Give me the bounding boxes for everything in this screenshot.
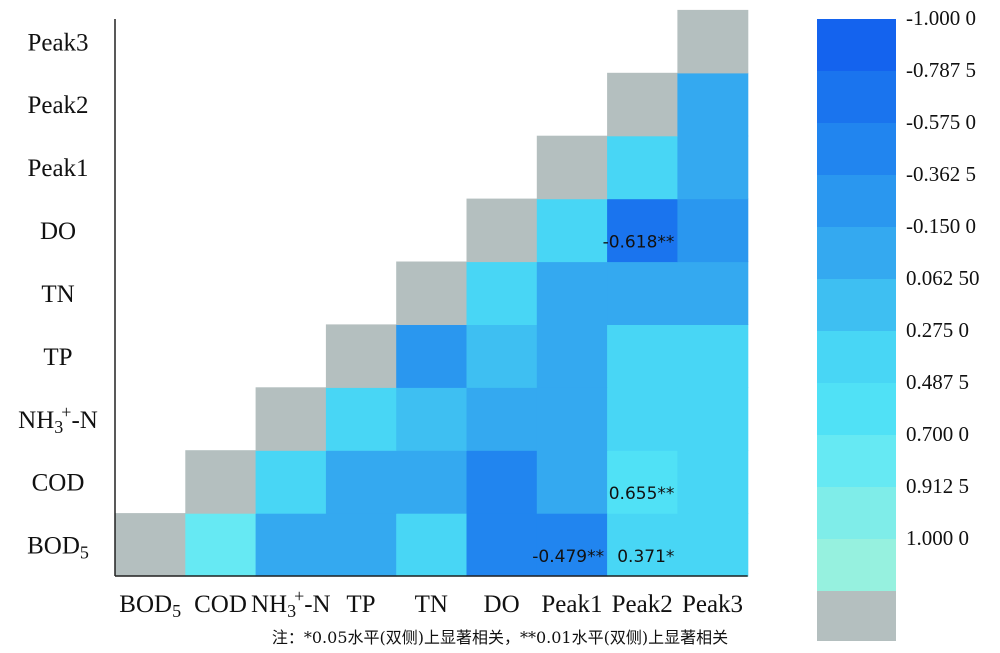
heatmap-cell-TN-DO xyxy=(466,261,538,325)
legend-swatch xyxy=(817,331,896,384)
legend-swatch xyxy=(817,71,896,124)
diagonal-cell-NH3+-N-NH3+-N xyxy=(255,387,327,451)
heatmap-cell-TN-Peak3 xyxy=(677,261,749,325)
x-tick-label: NH3+-N xyxy=(251,586,331,621)
legend-swatch xyxy=(817,487,896,540)
diagonal-cell-BOD5-BOD5 xyxy=(115,513,186,577)
y-axis-labels: BOD5 COD NH3+-N TP TN DO Peak1 Peak2 Peak3 xyxy=(18,29,98,562)
x-tick-label: Peak3 xyxy=(682,591,743,618)
legend-swatch xyxy=(817,383,896,436)
legend-label: -0.575 0 xyxy=(906,110,976,134)
y-tick-label: BOD5 xyxy=(27,533,89,563)
heatmap-cell-NH3+-N-TP xyxy=(325,387,397,451)
heatmap-cell-DO-Peak1 xyxy=(536,198,608,263)
heatmap-cell-BOD5-TP xyxy=(325,513,397,577)
heatmap-cell-TP-DO xyxy=(466,324,538,388)
heatmap-cell-TN-Peak1 xyxy=(536,261,608,325)
heatmap-cell-BOD5-TN xyxy=(396,513,468,577)
heatmap-cell-COD-TN xyxy=(396,450,468,514)
y-tick-label: Peak1 xyxy=(27,155,88,182)
legend-label: 0.700 0 xyxy=(906,422,969,446)
x-axis-labels: BOD5 COD NH3+-N TP TN DO Peak1 Peak2 Peak3 xyxy=(119,586,743,621)
x-tick-label: TN xyxy=(415,591,448,618)
diagonal-cell-COD-COD xyxy=(185,450,257,514)
heatmap-cell-COD-Peak2 xyxy=(607,450,678,514)
legend-label: 0.487 5 xyxy=(906,370,969,394)
diagonal-cell-DO-DO xyxy=(466,198,538,263)
heatmap-cell-COD-Peak1 xyxy=(536,450,608,514)
legend-swatch xyxy=(817,19,896,72)
color-legend: -1.000 0 -0.787 5 -0.575 0 -0.362 5 -0.150 0… xyxy=(817,6,980,641)
heatmap-cell-TP-Peak3 xyxy=(677,324,749,388)
cell-annotation: -0.479** xyxy=(532,547,604,567)
heatmap-axes xyxy=(114,19,748,577)
legend-label: 0.275 0 xyxy=(906,318,969,342)
legend-label: 0.062 50 xyxy=(906,266,980,290)
heatmap-cell-DO-Peak2 xyxy=(607,198,678,263)
heatmap-cell-Peak1-Peak2 xyxy=(607,135,678,200)
legend-swatch xyxy=(817,279,896,332)
heatmap-cell-TP-TN xyxy=(396,324,468,388)
cell-annotation: 0.371* xyxy=(617,547,674,567)
x-tick-label: DO xyxy=(484,591,520,618)
heatmap-cell-COD-DO xyxy=(466,450,538,514)
x-tick-label: Peak2 xyxy=(612,591,673,618)
y-tick-label: DO xyxy=(40,218,76,245)
heatmap-cell-NH3+-N-Peak2 xyxy=(607,387,678,451)
legend-label: 0.912 5 xyxy=(906,474,969,498)
legend-swatch xyxy=(817,175,896,228)
heatmap-cell-TP-Peak2 xyxy=(607,324,678,388)
heatmap-cell-TP-Peak1 xyxy=(536,324,608,388)
x-tick-label: TP xyxy=(346,591,375,618)
y-tick-label: NH3+-N xyxy=(18,402,98,437)
y-tick-label: Peak2 xyxy=(27,92,88,119)
heatmap-cell-BOD5-COD xyxy=(185,513,257,577)
y-tick-label: COD xyxy=(32,470,85,497)
x-tick-label: COD xyxy=(194,591,247,618)
x-tick-label: BOD5 xyxy=(119,591,181,621)
legend-label: -0.362 5 xyxy=(906,162,976,186)
heatmap-cell-BOD5-DO xyxy=(466,513,538,577)
heatmap-cell-Peak2-Peak3 xyxy=(677,72,749,137)
heatmap-cell-NH3+-N-Peak1 xyxy=(536,387,608,451)
heatmap-cell-TN-Peak2 xyxy=(607,261,678,325)
legend-swatch xyxy=(817,227,896,280)
legend-swatch xyxy=(817,539,896,592)
diagonal-cell-TN-TN xyxy=(396,261,468,325)
heatmap-cell-DO-Peak3 xyxy=(677,198,749,263)
heatmap-cell-COD-Peak3 xyxy=(677,450,749,514)
significance-note: 注：*0.05水平(双侧)上显著相关，**0.01水平(双侧)上显著相关 xyxy=(271,628,729,647)
heatmap-cell-BOD5-Peak3 xyxy=(677,513,749,577)
heatmap-cell-NH3+-N-TN xyxy=(396,387,468,451)
y-tick-label: Peak3 xyxy=(27,29,88,56)
cell-annotation: 0.655** xyxy=(609,484,675,504)
cell-annotation: -0.618** xyxy=(603,233,675,253)
diagonal-cell-Peak1-Peak1 xyxy=(536,135,608,200)
legend-label: -1.000 0 xyxy=(906,6,976,30)
legend-swatch xyxy=(817,435,896,488)
diagonal-cell-Peak3-Peak3 xyxy=(677,9,749,74)
y-tick-label: TP xyxy=(43,344,72,371)
diagonal-cell-Peak2-Peak2 xyxy=(607,72,678,137)
heatmap-cells xyxy=(115,9,749,577)
heatmap-cell-NH3+-N-DO xyxy=(466,387,538,451)
cell-annotations: -0.618** 0.655** -0.479** 0.371* xyxy=(532,233,674,568)
heatmap-cell-Peak1-Peak3 xyxy=(677,135,749,200)
heatmap-cell-COD-NH3+-N xyxy=(255,450,327,514)
heatmap-cell-BOD5-Peak1 xyxy=(536,513,608,577)
heatmap-cell-COD-TP xyxy=(325,450,397,514)
legend-swatch-diagonal xyxy=(817,591,896,641)
y-tick-label: TN xyxy=(41,281,74,308)
legend-swatch xyxy=(817,123,896,176)
x-tick-label: Peak1 xyxy=(541,591,602,618)
legend-label: 1.000 0 xyxy=(906,526,969,550)
heatmap-cell-BOD5-NH3+-N xyxy=(255,513,327,577)
diagonal-cell-TP-TP xyxy=(325,324,397,388)
legend-label: -0.150 0 xyxy=(906,214,976,238)
heatmap-cell-BOD5-Peak2 xyxy=(607,513,678,577)
legend-label: -0.787 5 xyxy=(906,58,976,82)
heatmap-cell-NH3+-N-Peak3 xyxy=(677,387,749,451)
